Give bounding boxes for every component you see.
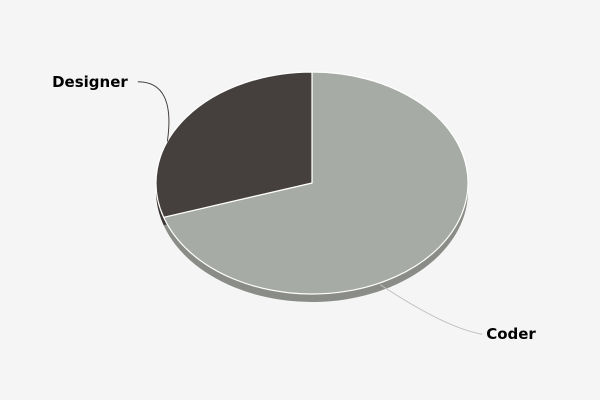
pie-connector-coder bbox=[380, 285, 482, 334]
pie-connector-designer bbox=[138, 82, 169, 142]
pie-slice-layer bbox=[156, 72, 468, 294]
pie-label-designer: Designer bbox=[52, 73, 128, 91]
pie-label-coder: Coder bbox=[486, 325, 536, 343]
